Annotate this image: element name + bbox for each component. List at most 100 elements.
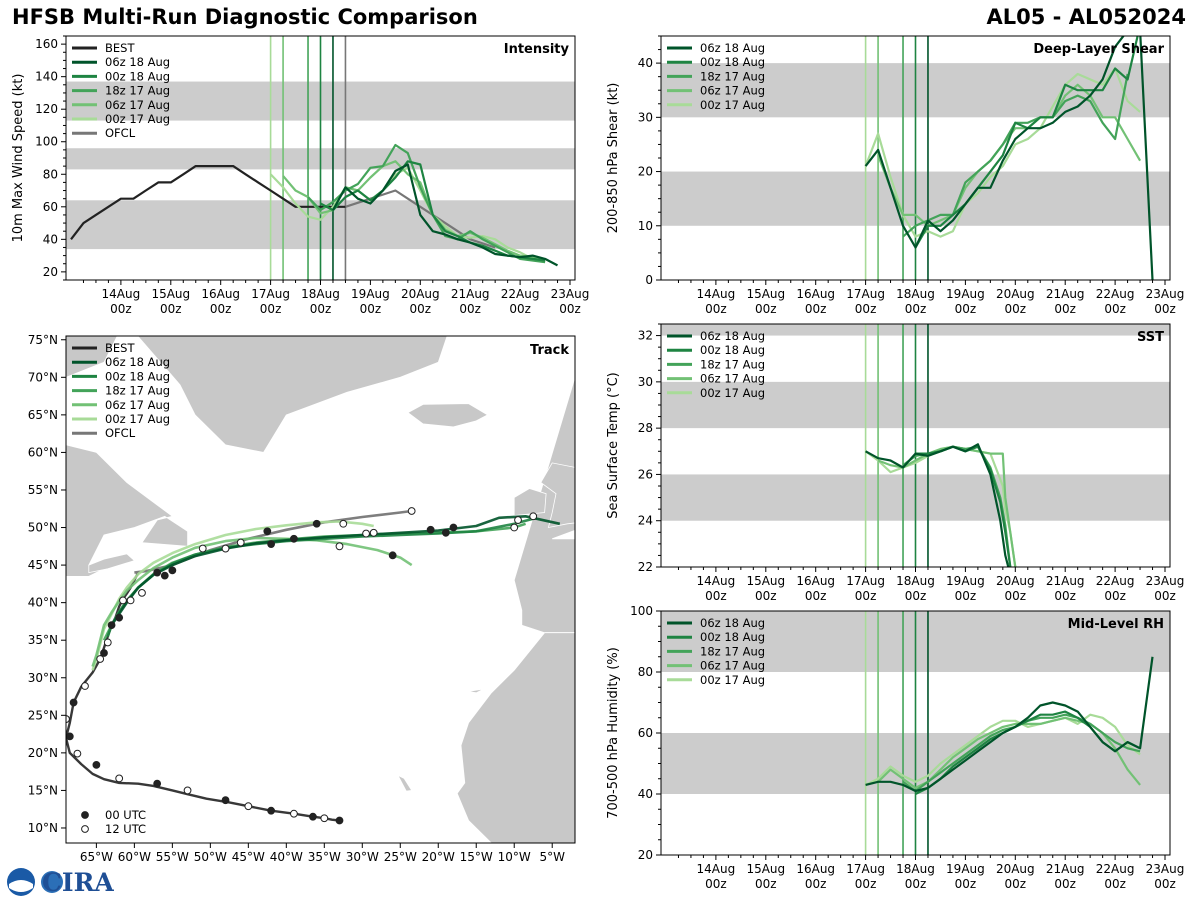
- legend-label: 00z 17 Aug: [700, 386, 765, 400]
- marker-legend-label: 00 UTC: [105, 808, 146, 822]
- x-tick-label: 00z: [1104, 589, 1126, 603]
- x-tick-label: 15Aug: [746, 862, 785, 876]
- land-mass: [513, 488, 547, 516]
- series-06z-18-aug: [865, 443, 1010, 567]
- y-tick-label: 80: [638, 665, 653, 679]
- y-tick-label: 60°N: [28, 445, 58, 459]
- track-marker-00utc: [221, 796, 230, 805]
- x-tick-label: 15Aug: [746, 287, 785, 301]
- track-06z-17-aug: [91, 536, 413, 667]
- track-marker-12utc: [198, 544, 207, 553]
- y-tick-label: 60: [43, 200, 58, 214]
- land-mass: [407, 403, 489, 428]
- x-tick-label: 21Aug: [1046, 574, 1085, 588]
- x-tick-label: 00z: [705, 302, 727, 316]
- x-tick-label: 14Aug: [697, 574, 736, 588]
- x-tick-label: 00z: [805, 877, 827, 891]
- y-tick-label: 80: [43, 167, 58, 181]
- x-tick-label: 00z: [559, 302, 581, 316]
- track-marker-12utc: [66, 715, 70, 723]
- x-tick-label: 00z: [310, 302, 332, 316]
- x-tick-label: 00z: [1054, 877, 1076, 891]
- track-marker-00utc: [115, 613, 124, 622]
- track-marker-12utc: [73, 749, 82, 758]
- x-tick-label: 00z: [955, 877, 977, 891]
- x-tick-label: 17Aug: [251, 287, 290, 301]
- track-marker-00utc: [441, 528, 450, 537]
- legend-label: 00z 18 Aug: [105, 69, 170, 83]
- x-tick-label: 23Aug: [1146, 862, 1185, 876]
- track-marker-12utc: [126, 596, 135, 605]
- y-tick-label: 75°N: [28, 333, 58, 347]
- legend-label: 18z 17 Aug: [105, 84, 170, 98]
- land-mass: [66, 444, 189, 577]
- x-tick-label: 22Aug: [1096, 862, 1135, 876]
- track-marker-12utc: [244, 802, 253, 811]
- y-tick-label: 10°N: [28, 821, 58, 835]
- x-tick-label: 19Aug: [946, 287, 985, 301]
- land-mass: [456, 632, 575, 843]
- legend-label: 18z 17 Aug: [700, 357, 765, 371]
- intensity-series-group: [70, 143, 559, 267]
- y-tick-label: 40°N: [28, 596, 58, 610]
- legend-label: 06z 18 Aug: [700, 616, 765, 630]
- x-tick-label: 23Aug: [1146, 287, 1185, 301]
- x-tick-label: 20Aug: [401, 287, 440, 301]
- track-marker-00utc: [290, 534, 298, 543]
- y-tick-label: 20°N: [28, 746, 58, 760]
- land-mass: [88, 553, 136, 574]
- y-axis-label: Sea Surface Temp (°C): [606, 372, 621, 519]
- x-tick-label: 21Aug: [451, 287, 490, 301]
- track-lines-group: [66, 507, 561, 825]
- track-marker-12utc: [183, 786, 192, 795]
- x-tick-label: 35°W: [308, 850, 341, 864]
- y-tick-label: 30: [638, 375, 653, 389]
- x-tick-label: 5°W: [539, 850, 565, 864]
- y-tick-label: 22: [638, 560, 653, 574]
- land-mass: [397, 774, 413, 792]
- track-marker-12utc: [514, 516, 522, 524]
- x-tick-label: 00z: [260, 302, 282, 316]
- x-tick-label: 20Aug: [996, 574, 1035, 588]
- x-tick-label: 25°W: [384, 850, 417, 864]
- cira-globe-icon: [41, 871, 63, 893]
- x-tick-label: 00z: [905, 589, 927, 603]
- series-00z-17-aug: [865, 713, 1141, 786]
- plot-frame: [65, 335, 576, 844]
- x-tick-label: 00z: [955, 302, 977, 316]
- x-tick-label: 65°W: [80, 850, 113, 864]
- track-marker-00utc: [100, 649, 108, 657]
- series-06z-18-aug: [332, 163, 559, 267]
- legend-label: 00z 17 Aug: [700, 98, 765, 112]
- x-tick-label: 10°W: [498, 850, 531, 864]
- x-tick-label: 00z: [1005, 877, 1027, 891]
- x-tick-label: 00z: [110, 302, 132, 316]
- sst-series-group: [864, 443, 1017, 567]
- track-marker-12utc: [320, 814, 329, 823]
- y-tick-label: 30°N: [28, 671, 58, 685]
- y-axis-label: 10m Max Wind Speed (kt): [11, 74, 26, 243]
- x-tick-label: 00z: [955, 589, 977, 603]
- track-marker-00utc: [388, 551, 397, 560]
- track-marker-00utc: [107, 621, 116, 630]
- track-marker-12utc: [339, 519, 348, 528]
- track-marker-00utc: [153, 568, 162, 577]
- legend-label: OFCL: [105, 426, 136, 440]
- x-tick-label: 00z: [855, 877, 877, 891]
- x-tick-label: 15°W: [460, 850, 493, 864]
- map-land-group: [66, 336, 575, 843]
- x-tick-label: 00z: [705, 877, 727, 891]
- x-tick-label: 00z: [755, 877, 777, 891]
- track-marker-12utc: [529, 512, 538, 521]
- track-marker-12utc: [407, 507, 416, 515]
- track-marker-12utc: [115, 774, 124, 783]
- track-marker-12utc: [138, 588, 146, 597]
- track-marker-00utc: [263, 527, 272, 536]
- track-marker-00utc: [309, 812, 317, 821]
- track-marker-00utc: [92, 760, 101, 769]
- x-tick-label: 19Aug: [946, 862, 985, 876]
- x-tick-label: 16Aug: [201, 287, 240, 301]
- track-marker-00utc: [153, 779, 162, 788]
- x-tick-label: 00z: [905, 877, 927, 891]
